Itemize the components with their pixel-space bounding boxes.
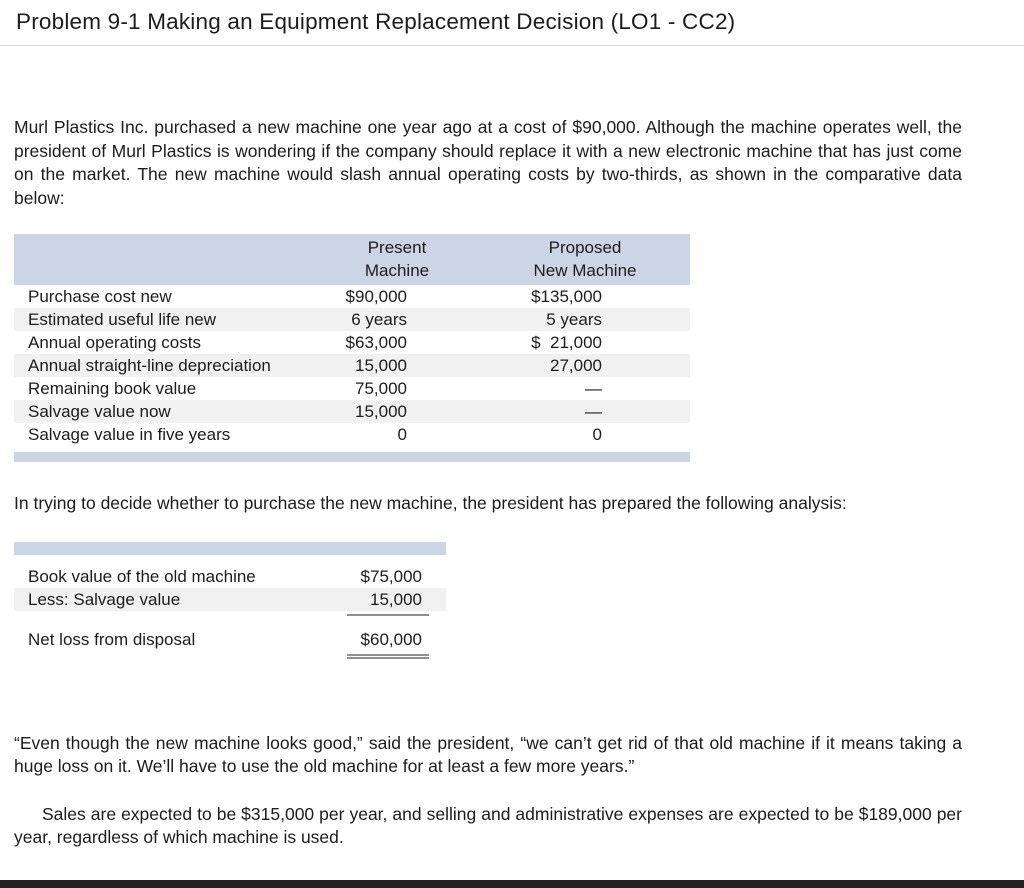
present-value: 0 <box>397 425 407 444</box>
intro-paragraph: Murl Plastics Inc. purchased a new machi… <box>14 117 962 208</box>
bottom-edge-bar <box>0 880 1024 888</box>
row-label: Estimated useful life new <box>28 310 217 329</box>
row-label: Annual straight-line depreciation <box>28 356 271 375</box>
proposed-value: $ 21,000 <box>531 333 602 352</box>
present-value: $63,000 <box>345 333 407 352</box>
row-value: $75,000 <box>360 566 422 586</box>
header-blank-cell <box>14 236 314 282</box>
present-value: 15,000 <box>355 402 407 421</box>
row-label: Salvage value now <box>28 402 171 421</box>
present-value: 15,000 <box>355 356 407 375</box>
title-divider <box>0 45 1024 46</box>
present-value: $90,000 <box>345 287 407 306</box>
row-label: Annual operating costs <box>28 333 201 352</box>
proposed-value: 0 <box>592 425 602 444</box>
total-double-rule <box>347 653 429 659</box>
row-label: Salvage value in five years <box>28 425 231 444</box>
row-value: 15,000 <box>370 589 422 609</box>
table-row: Less: Salvage value 15,000 <box>14 587 446 611</box>
present-value: 75,000 <box>355 379 407 398</box>
table-row: Book value of the old machine $75,000 <box>14 565 446 588</box>
table-row: Annual operating costs $63,000 $ 21,000 <box>14 331 690 354</box>
analysis-table: Book value of the old machine $75,000 Le… <box>14 541 446 659</box>
analysis-table-top-band <box>14 541 446 555</box>
row-label: Less: Salvage value <box>28 589 181 609</box>
subtotal-rule <box>347 613 429 616</box>
analysis-intro-paragraph: In trying to decide whether to purchase … <box>14 493 847 513</box>
header-present-machine: Present Machine <box>364 238 430 280</box>
row-label: Book value of the old machine <box>28 566 256 586</box>
comparison-table-header: Present Machine Proposed New Machine <box>14 234 690 285</box>
table-row: Remaining book value 75,000 — <box>14 377 690 400</box>
comparison-table-body: Purchase cost new $90,000 $135,000 Estim… <box>14 285 690 446</box>
header-proposed-machine: Proposed New Machine <box>533 238 637 280</box>
sales-paragraph: Sales are expected to be $315,000 per ye… <box>14 803 962 848</box>
proposed-value: 27,000 <box>550 356 602 375</box>
table-row: Salvage value in five years 0 0 <box>14 423 690 446</box>
table-row: Net loss from disposal $60,000 <box>14 628 446 651</box>
table-bottom-band <box>14 452 690 462</box>
table-row: Annual straight-line depreciation 15,000… <box>14 354 690 377</box>
row-value: $60,000 <box>360 629 422 649</box>
table-row: Estimated useful life new 6 years 5 year… <box>14 308 690 331</box>
comparison-table: Present Machine Proposed New Machine Pur… <box>14 234 690 462</box>
row-label: Purchase cost new <box>28 287 172 306</box>
present-value: 6 years <box>351 310 407 329</box>
proposed-value: 5 years <box>546 310 602 329</box>
page-title: Problem 9-1 Making an Equipment Replacem… <box>16 9 736 34</box>
row-label: Remaining book value <box>28 379 197 398</box>
row-label: Net loss from disposal <box>28 629 196 649</box>
table-row: Salvage value now 15,000 — <box>14 400 690 423</box>
table-row: Purchase cost new $90,000 $135,000 <box>14 285 690 308</box>
proposed-value: — <box>585 402 602 421</box>
proposed-value: $135,000 <box>531 287 602 306</box>
quote-paragraph: “Even though the new machine looks good,… <box>14 732 962 777</box>
proposed-value: — <box>585 379 602 398</box>
